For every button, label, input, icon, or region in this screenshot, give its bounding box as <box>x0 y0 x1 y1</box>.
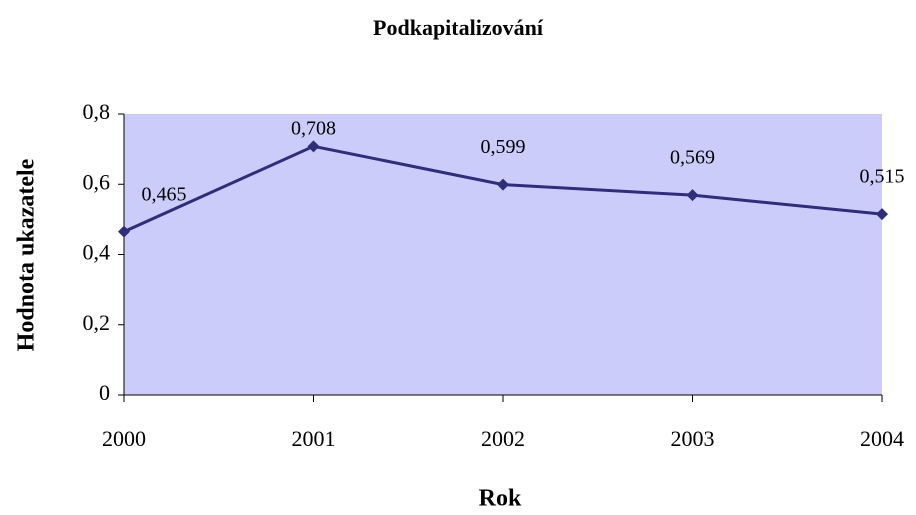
data-label: 0,465 <box>142 183 187 205</box>
plot-area <box>124 114 882 395</box>
y-tick-label: 0,2 <box>83 310 111 335</box>
data-label: 0,569 <box>670 147 715 169</box>
marker <box>118 225 130 238</box>
data-label: 0,708 <box>291 118 336 140</box>
y-tick-label: 0 <box>99 380 110 405</box>
marker <box>497 178 509 191</box>
x-tick-label: 2004 <box>860 426 904 451</box>
y-tick-label: 0,8 <box>83 99 111 124</box>
y-tick-label: 0,6 <box>83 169 111 194</box>
x-tick-label: 2000 <box>102 426 146 451</box>
x-tick-label: 2002 <box>481 426 525 451</box>
data-label: 0,599 <box>481 136 526 158</box>
y-axis-title: Hodnota ukazatele <box>14 158 40 351</box>
x-axis-title: Rok <box>479 486 522 512</box>
x-tick-label: 2003 <box>671 426 715 451</box>
y-tick-label: 0,4 <box>83 240 111 265</box>
chart-title: Podkapitalizování <box>373 15 544 40</box>
x-tick-label: 2001 <box>292 426 336 451</box>
marker <box>876 208 888 221</box>
data-label: 0,515 <box>860 166 905 188</box>
marker <box>686 189 699 202</box>
marker <box>307 140 320 153</box>
